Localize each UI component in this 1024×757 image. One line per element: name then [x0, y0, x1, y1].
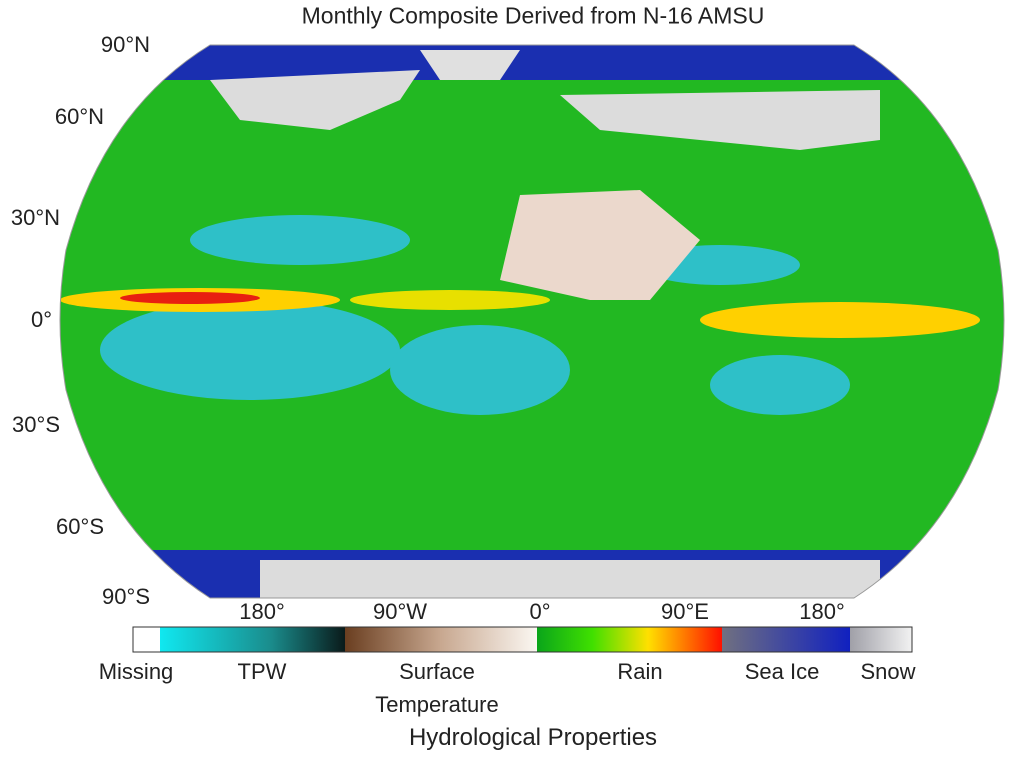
- lon-label: 90°E: [661, 599, 709, 624]
- lat-label: 60°N: [54, 104, 104, 129]
- lon-label: 180°: [239, 599, 285, 624]
- colorbar: [132, 626, 913, 653]
- legend-label: Snow: [860, 659, 916, 684]
- legend-label: Rain: [617, 659, 663, 684]
- map-body: [60, 45, 1004, 598]
- legend-label: Missing: [98, 659, 174, 684]
- title: Monthly Composite Derived from N-16 AMSU: [301, 2, 765, 29]
- legend-label: TPW: [237, 659, 287, 684]
- lon-label: 90°W: [372, 599, 428, 624]
- map-outline: [59, 44, 1005, 599]
- legend-label: Sea Ice: [744, 659, 820, 684]
- lat-label: 30°N: [10, 205, 60, 230]
- lat-label: 60°S: [56, 514, 104, 539]
- legend-label: Surface Temperature: [375, 659, 499, 717]
- lat-label: 90°N: [100, 32, 150, 57]
- lat-label: 0°: [30, 307, 52, 332]
- legend-title: Hydrological Properties: [408, 724, 658, 751]
- lon-label: 180°: [799, 599, 845, 624]
- lon-label: 0°: [529, 599, 551, 624]
- lat-label: 30°S: [12, 412, 60, 437]
- lat-label: 90°S: [102, 584, 150, 609]
